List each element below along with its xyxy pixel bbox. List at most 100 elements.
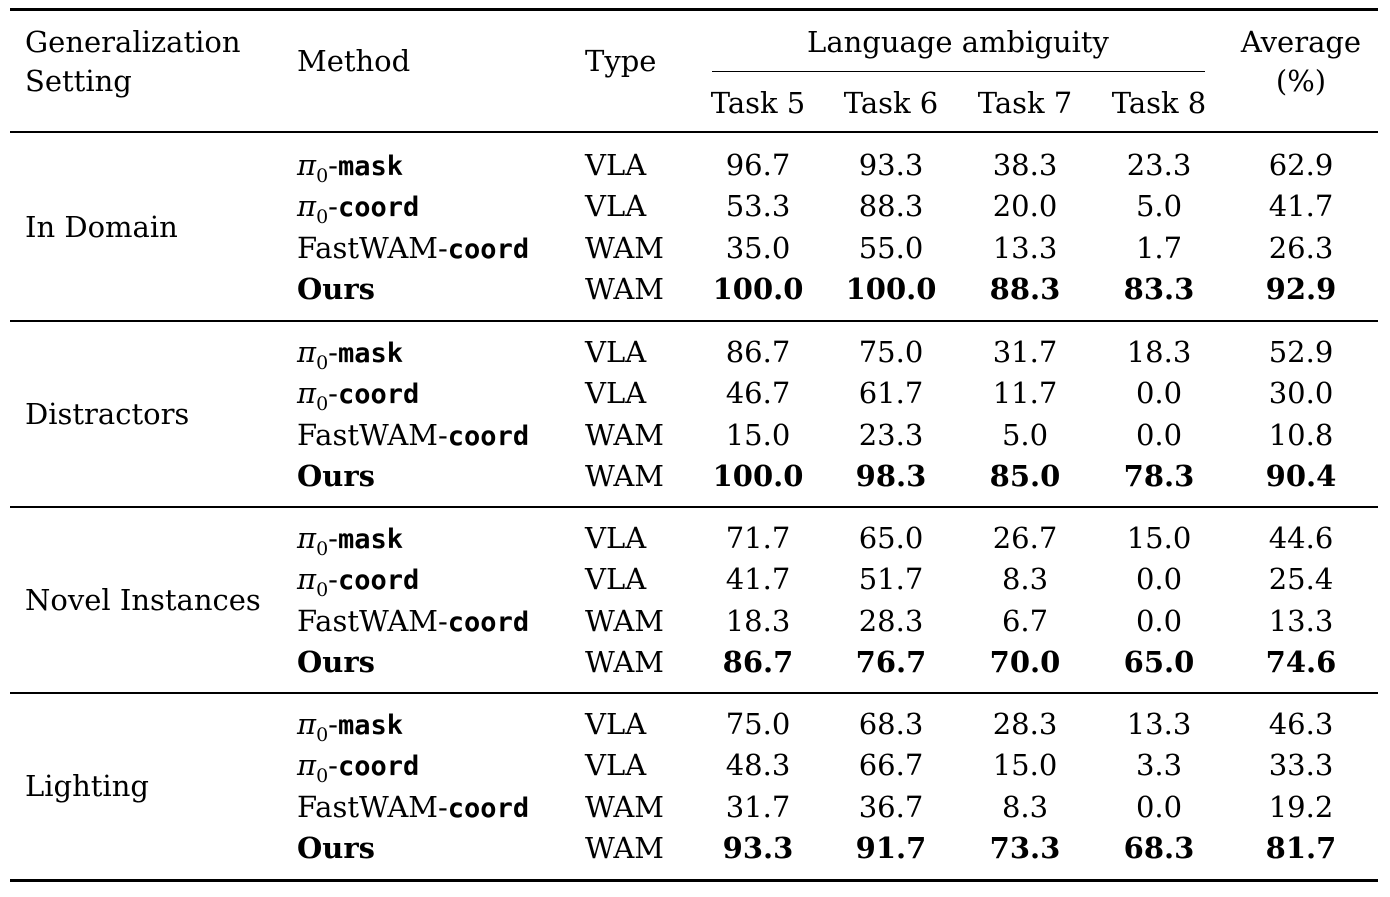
method-cell: π0-coord — [297, 189, 419, 229]
task-6-value: 61.7 — [858, 376, 924, 411]
method-subscript: 0 — [316, 206, 329, 229]
method-hyphen: - — [328, 707, 338, 741]
task-8-value: 13.3 — [1126, 707, 1192, 741]
task-8-value: 0.0 — [1135, 603, 1183, 638]
task-7-value: 70.0 — [989, 644, 1061, 679]
header-average-line1: Average — [1240, 25, 1362, 59]
task-5-value: 53.3 — [725, 189, 791, 224]
method-cell: π0-mask — [297, 148, 403, 187]
average-value: 10.8 — [1268, 417, 1334, 452]
type-cell: WAM — [585, 830, 664, 865]
method-subscript: 0 — [316, 165, 329, 187]
method-subscript: 0 — [316, 352, 329, 374]
method-name: Ours — [297, 644, 375, 679]
method-name: π — [297, 335, 317, 369]
average-value: 41.7 — [1268, 189, 1334, 224]
task-5-value: 100.0 — [712, 271, 804, 306]
task-7-value: 73.3 — [989, 830, 1061, 865]
task-7-value: 38.3 — [992, 148, 1058, 182]
task-6-value: 66.7 — [858, 748, 924, 783]
type-cell: WAM — [585, 271, 664, 306]
method-cell: π0-mask — [297, 521, 403, 560]
task-6-value: 36.7 — [858, 789, 924, 824]
task-7-value: 13.3 — [992, 230, 1058, 265]
method-variant: coord — [447, 420, 530, 452]
type-cell: VLA — [585, 376, 647, 411]
task-8-value: 18.3 — [1126, 335, 1192, 369]
method-hyphen: - — [437, 230, 448, 265]
method-name: π — [297, 562, 317, 597]
task-8-value: 78.3 — [1123, 458, 1195, 493]
method-subscript: 0 — [316, 579, 329, 602]
method-hyphen: - — [328, 376, 338, 411]
type-cell: VLA — [585, 707, 647, 741]
task-6-value: 75.0 — [858, 335, 924, 369]
method-variant: mask — [337, 710, 403, 741]
method-name: Ours — [297, 271, 375, 306]
task-7-value: 5.0 — [1001, 417, 1049, 452]
group-divider-2 — [10, 506, 1378, 508]
average-value: 26.3 — [1268, 230, 1334, 265]
header-average-line2: (%) — [1275, 64, 1327, 98]
task-8-value: 65.0 — [1123, 644, 1195, 679]
header-task-7: Task 7 — [977, 86, 1073, 120]
method-hyphen: - — [328, 562, 338, 597]
method-hyphen: - — [328, 335, 338, 369]
average-value: 19.2 — [1268, 789, 1334, 824]
type-cell: WAM — [585, 603, 664, 638]
method-subscript: 0 — [316, 538, 329, 560]
task-7-value: 88.3 — [989, 271, 1061, 306]
method-variant: coord — [337, 379, 420, 411]
method-name: FastWAM — [297, 603, 438, 638]
task-8-value: 5.0 — [1135, 189, 1183, 224]
task-6-value: 28.3 — [858, 603, 924, 638]
setting-label: Novel Instances — [25, 582, 261, 617]
type-cell: VLA — [585, 748, 647, 783]
task-8-value: 0.0 — [1135, 562, 1183, 597]
task-6-value: 65.0 — [858, 521, 924, 555]
group-divider-1 — [10, 320, 1378, 322]
average-value: 25.4 — [1268, 562, 1334, 597]
task-6-value: 88.3 — [858, 189, 924, 224]
method-hyphen: - — [328, 189, 338, 224]
method-name: FastWAM — [297, 417, 438, 452]
method-hyphen: - — [437, 417, 448, 452]
task-5-value: 100.0 — [712, 458, 804, 493]
task-7-value: 31.7 — [992, 335, 1058, 369]
task-5-value: 35.0 — [725, 230, 791, 265]
task-8-value: 83.3 — [1123, 271, 1195, 306]
task-6-value: 98.3 — [855, 458, 927, 493]
group-divider-3 — [10, 692, 1378, 694]
method-hyphen: - — [328, 748, 338, 783]
type-cell: WAM — [585, 458, 664, 493]
type-cell: WAM — [585, 230, 664, 265]
task-5-value: 41.7 — [725, 562, 791, 597]
top-rule — [10, 8, 1378, 11]
method-variant: coord — [447, 233, 530, 265]
method-cell: FastWAM-coord — [297, 231, 529, 267]
method-cell: Ours — [297, 459, 375, 493]
task-5-value: 96.7 — [725, 148, 791, 182]
task-6-value: 76.7 — [855, 644, 927, 679]
method-name: π — [297, 189, 317, 224]
average-value: 33.3 — [1268, 748, 1334, 783]
header-setting-line1: Generalization — [25, 25, 241, 59]
average-value: 81.7 — [1265, 830, 1337, 865]
group-cmidrule — [712, 71, 1205, 72]
method-cell: Ours — [297, 272, 375, 306]
setting-label: In Domain — [25, 209, 178, 244]
method-cell: π0-coord — [297, 748, 419, 788]
header-rule — [10, 131, 1378, 133]
setting-label: Lighting — [25, 768, 149, 803]
task-7-value: 28.3 — [992, 707, 1058, 741]
task-6-value: 51.7 — [858, 562, 924, 597]
type-cell: VLA — [585, 562, 647, 597]
method-cell: π0-mask — [297, 707, 403, 746]
method-cell: FastWAM-coord — [297, 418, 529, 454]
task-8-value: 23.3 — [1126, 148, 1192, 182]
method-hyphen: - — [437, 789, 448, 824]
average-value: 44.6 — [1268, 521, 1334, 555]
task-6-value: 91.7 — [855, 830, 927, 865]
method-subscript: 0 — [316, 765, 329, 788]
task-6-value: 100.0 — [845, 271, 937, 306]
